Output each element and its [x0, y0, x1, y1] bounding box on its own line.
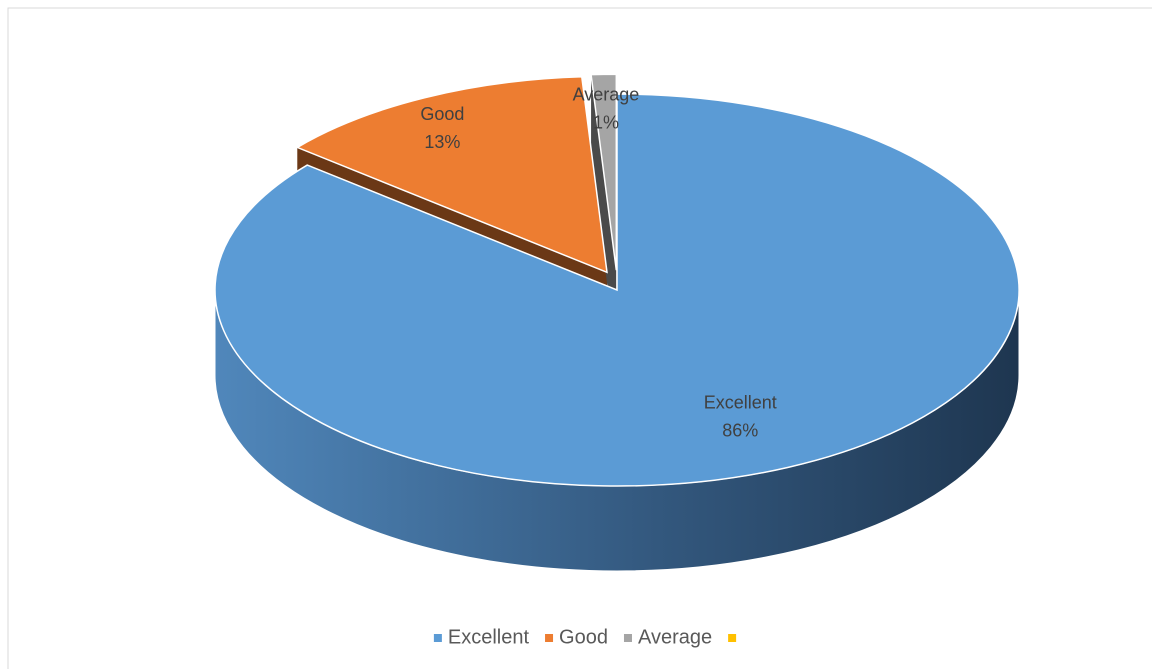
data-label-value: 86% [722, 420, 758, 440]
data-label-name: Excellent [704, 392, 777, 412]
slice [295, 75, 608, 274]
legend-marker [433, 634, 442, 642]
legend-label: Good [559, 626, 608, 648]
data-label-value: 13% [424, 132, 460, 152]
data-label-name: Good [420, 104, 464, 124]
slice [590, 73, 618, 271]
legend-label: Excellent [448, 626, 530, 648]
data-label-name: Average [573, 84, 640, 104]
legend-marker [545, 634, 554, 642]
legend-marker [623, 634, 632, 642]
data-label-value: 1% [593, 112, 619, 132]
slice [214, 93, 1020, 487]
legend: Excellent Good Average [433, 626, 737, 648]
slice-wall [591, 74, 617, 356]
legend-marker [728, 634, 737, 642]
legend-label: Average [638, 626, 712, 648]
